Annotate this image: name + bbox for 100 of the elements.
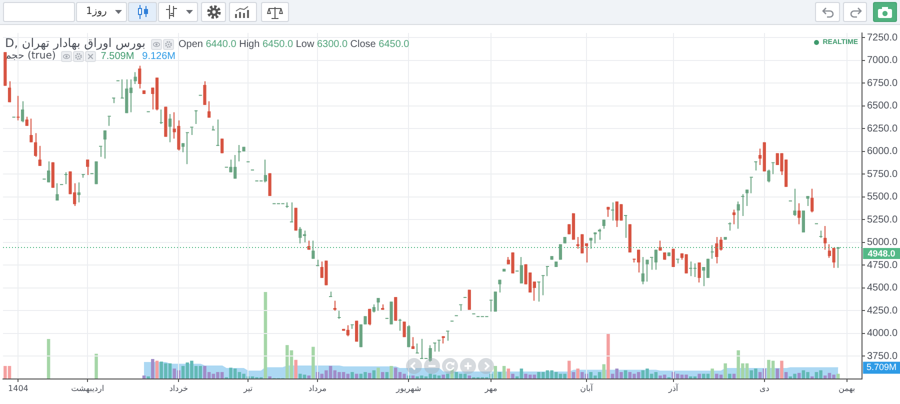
candlestick	[689, 262, 692, 276]
candlestick	[624, 215, 628, 238]
candlestick	[610, 202, 614, 221]
y-tick-label: 5500.0	[867, 192, 898, 203]
bar	[294, 360, 298, 379]
candlestick	[112, 98, 116, 104]
x-tick-label: آبان	[580, 382, 594, 393]
bar	[229, 368, 232, 379]
y-tick-label: 6000.0	[867, 146, 898, 158]
bar	[190, 360, 194, 379]
bar	[632, 374, 636, 379]
bar	[602, 364, 606, 379]
x-tick-label: تیر	[242, 384, 253, 393]
y-tick-label: 4750.0	[867, 260, 898, 271]
bar	[684, 374, 688, 379]
candlestick	[542, 275, 545, 296]
bar	[286, 345, 289, 379]
y-tick-label: 7000.0	[867, 55, 898, 66]
bar	[511, 374, 514, 379]
candlestick	[160, 109, 163, 124]
bar	[364, 372, 367, 379]
annotation: 9.126M	[142, 50, 176, 62]
bar	[819, 370, 822, 379]
y-tick-label: 6750.0	[867, 78, 898, 89]
candlestick	[446, 330, 450, 341]
y-tick-label: 5250.0	[867, 214, 898, 226]
candlestick	[772, 162, 775, 174]
bar	[568, 360, 571, 379]
bar	[312, 346, 315, 379]
bar	[216, 372, 220, 379]
bar	[402, 374, 406, 379]
candlestick	[290, 202, 294, 222]
bar	[715, 374, 718, 379]
ref-line-label: 4948.0	[868, 248, 896, 258]
candlestick	[216, 120, 220, 146]
candlestick	[190, 126, 194, 135]
interval-dropdown: 1روز	[76, 2, 127, 22]
y-tick-label: 6250.0	[867, 123, 898, 134]
bar	[771, 360, 775, 379]
bar	[780, 360, 784, 379]
bar	[710, 368, 714, 379]
bar	[563, 374, 566, 379]
candlestick	[546, 266, 550, 276]
x-tick-label: 1404	[8, 384, 28, 393]
bar	[307, 376, 310, 379]
bar	[151, 358, 154, 379]
bar	[242, 374, 246, 379]
bar	[606, 334, 610, 379]
bar	[724, 363, 727, 379]
bar	[442, 374, 445, 379]
candlestick	[82, 174, 85, 178]
x-tick-label: مهر	[484, 384, 498, 393]
candlestick	[338, 310, 341, 319]
x-tick-label: شهریور	[395, 384, 422, 393]
x-tick-label: اردیبهشت	[71, 384, 104, 393]
candlestick	[750, 176, 753, 194]
bar	[498, 372, 502, 379]
bar	[338, 372, 341, 379]
x-tick-label: بهمن	[838, 384, 856, 393]
x-tick-label: دی	[759, 384, 770, 393]
bar	[468, 376, 472, 379]
candlestick	[99, 146, 102, 157]
candlestick	[437, 340, 441, 352]
candlestick	[433, 342, 436, 352]
candlestick	[693, 263, 697, 278]
candlestick	[186, 132, 189, 164]
bar	[446, 374, 450, 379]
candlestick	[710, 245, 714, 259]
bar	[698, 374, 701, 379]
bar	[376, 368, 380, 379]
bar	[728, 374, 732, 379]
y-tick-label: 6500.0	[867, 100, 898, 112]
bar	[4, 366, 7, 379]
bar	[702, 374, 706, 379]
candlestick	[420, 338, 424, 359]
bar	[823, 376, 827, 379]
candlestick	[819, 230, 822, 238]
y-tick-label: 3750.0	[867, 350, 898, 362]
bar	[155, 360, 159, 379]
bar	[350, 372, 354, 379]
text: Open 6440.0 High 6450.0 Low 6300.0 Close 6450.0	[178, 38, 410, 50]
candlestick	[350, 324, 354, 329]
y-tick-label: 5000.0	[867, 237, 898, 248]
bar	[580, 372, 584, 379]
bar	[524, 374, 528, 379]
text: 5.709M	[866, 362, 897, 372]
candlestick	[16, 96, 20, 120]
candlestick	[537, 281, 540, 302]
candlestick	[194, 110, 198, 124]
annotation: 7.509M	[100, 50, 134, 62]
y-tick-label: 4000.0	[867, 328, 898, 340]
bar	[832, 374, 836, 379]
y-tick-label: 4500.0	[867, 282, 898, 294]
x-tick-label: آذر	[667, 382, 679, 393]
bar	[793, 374, 796, 379]
bar	[390, 366, 393, 379]
bar	[767, 360, 770, 379]
candlestick	[238, 144, 242, 162]
candlestick	[459, 304, 462, 311]
candlestick	[836, 246, 840, 268]
